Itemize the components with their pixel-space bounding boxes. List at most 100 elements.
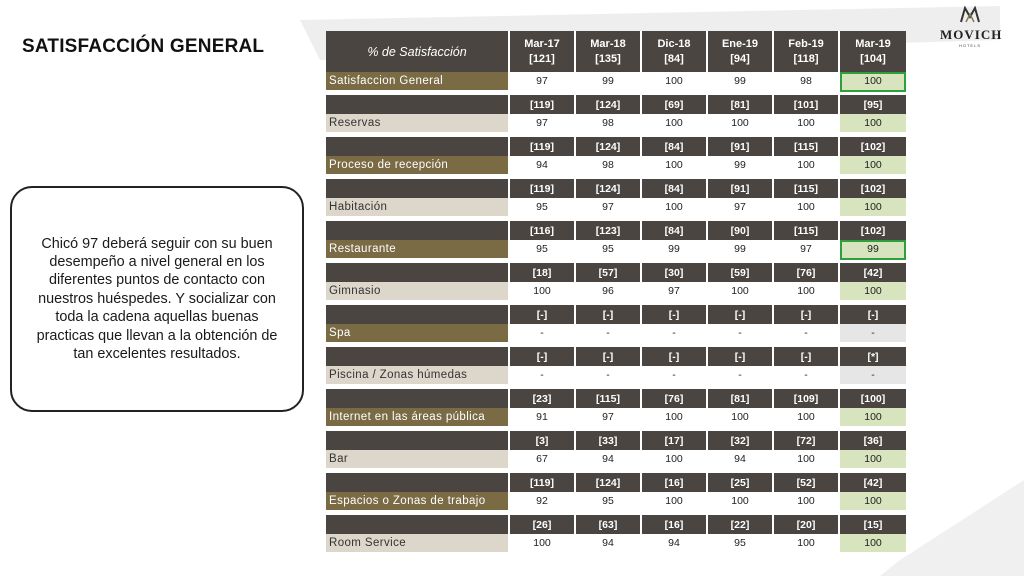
column-header: Mar-19 [104] (840, 31, 906, 72)
satisfaction-value: 100 (774, 114, 840, 134)
satisfaction-value: 100 (840, 534, 906, 554)
satisfaction-value: 94 (642, 534, 708, 554)
category-label: Spa (326, 324, 510, 344)
column-sample-size: [84] (664, 52, 684, 65)
satisfaction-value: - (576, 324, 642, 344)
sample-count: [76] (642, 389, 708, 408)
sample-count: [102] (840, 179, 906, 198)
table-row: Room Service 100 94 94 95 100 100 (326, 534, 906, 554)
count-row: [116] [123] [84] [90] [115] [102] (326, 221, 906, 240)
commentary-text: Chicó 97 deberá seguir con su buen desem… (36, 235, 278, 363)
table-row: Satisfaccion General 97 99 100 99 98 100 (326, 72, 906, 92)
satisfaction-value: 94 (576, 450, 642, 470)
count-row-label (326, 263, 510, 282)
count-row: [18] [57] [30] [59] [76] [42] (326, 263, 906, 282)
satisfaction-value: 100 (840, 450, 906, 470)
satisfaction-value: 100 (642, 408, 708, 428)
page-title: SATISFACCIÓN GENERAL (22, 36, 265, 57)
count-row: [-] [-] [-] [-] [-] [-] (326, 305, 906, 324)
column-sample-size: [121] (529, 52, 555, 65)
sample-count: [116] (510, 221, 576, 240)
sample-count: [-] (642, 305, 708, 324)
sample-count: [-] (510, 305, 576, 324)
count-row: [119] [124] [84] [91] [115] [102] (326, 179, 906, 198)
category-label: Bar (326, 450, 510, 470)
table-row: Habitación 95 97 100 97 100 100 (326, 198, 906, 218)
satisfaction-value: 97 (642, 282, 708, 302)
satisfaction-value: 92 (510, 492, 576, 512)
sample-count: [119] (510, 137, 576, 156)
sample-count: [84] (642, 137, 708, 156)
count-row: [119] [124] [69] [81] [101] [95] (326, 95, 906, 114)
column-sample-size: [118] (793, 52, 819, 65)
satisfaction-value: 97 (510, 114, 576, 134)
count-row: [26] [63] [16] [22] [20] [15] (326, 515, 906, 534)
table-row: Piscina / Zonas húmedas - - - - - - (326, 366, 906, 386)
sample-count: [-] (774, 347, 840, 366)
sample-count: [52] (774, 473, 840, 492)
count-row: [119] [124] [84] [91] [115] [102] (326, 137, 906, 156)
count-row: [3] [33] [17] [32] [72] [36] (326, 431, 906, 450)
count-row-label (326, 95, 510, 114)
sample-count: [-] (708, 305, 774, 324)
category-label: Gimnasio (326, 282, 510, 302)
sample-count: [30] (642, 263, 708, 282)
sample-count: [115] (774, 137, 840, 156)
satisfaction-value: 95 (576, 492, 642, 512)
satisfaction-value: 100 (708, 408, 774, 428)
sample-count: [-] (576, 305, 642, 324)
count-row-label (326, 221, 510, 240)
sample-count: [115] (774, 221, 840, 240)
sample-count: [81] (708, 389, 774, 408)
table-row: Proceso de recepción 94 98 100 99 100 100 (326, 156, 906, 176)
satisfaction-value: - (840, 366, 906, 386)
satisfaction-value: 97 (576, 198, 642, 218)
sample-count: [-] (576, 347, 642, 366)
satisfaction-value: - (576, 366, 642, 386)
category-label: Reservas (326, 114, 510, 134)
sample-count: [101] (774, 95, 840, 114)
sample-count: [91] (708, 179, 774, 198)
sample-count: [32] (708, 431, 774, 450)
sample-count: [59] (708, 263, 774, 282)
satisfaction-value: 100 (774, 408, 840, 428)
satisfaction-value: 94 (576, 534, 642, 554)
satisfaction-value: - (774, 366, 840, 386)
sample-count: [123] (576, 221, 642, 240)
satisfaction-value: 99 (708, 240, 774, 260)
category-label: Habitación (326, 198, 510, 218)
satisfaction-value: 94 (708, 450, 774, 470)
column-header: Mar-18 [135] (576, 31, 642, 72)
table-row: Restaurante 95 95 99 99 97 99 (326, 240, 906, 260)
sample-count: [84] (642, 221, 708, 240)
satisfaction-value: - (642, 324, 708, 344)
satisfaction-value: 100 (642, 156, 708, 176)
table-row: Spa - - - - - - (326, 324, 906, 344)
satisfaction-value: 97 (708, 198, 774, 218)
sample-count: [95] (840, 95, 906, 114)
sample-count: [102] (840, 221, 906, 240)
column-period: Feb-19 (788, 37, 824, 50)
sample-count: [36] (840, 431, 906, 450)
sample-count: [33] (576, 431, 642, 450)
sample-count: [109] (774, 389, 840, 408)
satisfaction-value: 100 (642, 450, 708, 470)
sample-count: [57] (576, 263, 642, 282)
satisfaction-value: 100 (774, 198, 840, 218)
satisfaction-value: 96 (576, 282, 642, 302)
sample-count: [23] (510, 389, 576, 408)
sample-count: [-] (642, 347, 708, 366)
count-row: [119] [124] [16] [25] [52] [42] (326, 473, 906, 492)
column-sample-size: [94] (730, 52, 750, 65)
satisfaction-value: 94 (510, 156, 576, 176)
satisfaction-value: 100 (510, 534, 576, 554)
logo-wordmark: MOVICH (940, 27, 1003, 42)
sample-count: [-] (510, 347, 576, 366)
column-period: Mar-19 (855, 37, 891, 50)
satisfaction-value: 100 (840, 114, 906, 134)
satisfaction-value: 97 (576, 408, 642, 428)
satisfaction-value: - (774, 324, 840, 344)
sample-count: [3] (510, 431, 576, 450)
sample-count: [*] (840, 347, 906, 366)
count-row: [23] [115] [76] [81] [109] [100] (326, 389, 906, 408)
